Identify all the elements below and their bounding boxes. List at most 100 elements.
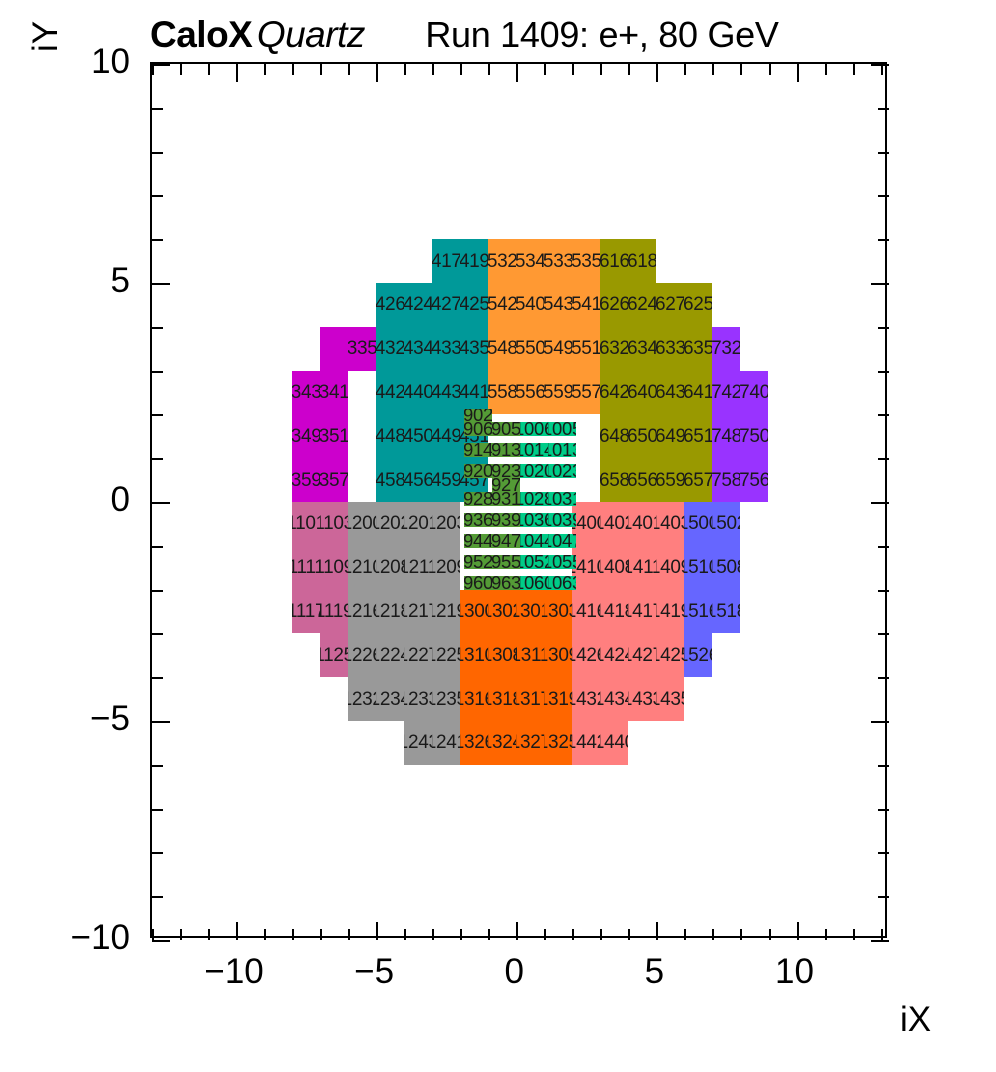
channel-id: 634 [628, 338, 657, 360]
channel-cell: 1309 [544, 633, 573, 678]
axis-tick [152, 929, 154, 940]
axis-tick [432, 64, 435, 75]
channel-id: 556 [516, 381, 545, 403]
title-detector: Quartz [256, 14, 366, 55]
channel-cell: 1211 [404, 545, 433, 590]
axis-tick [878, 458, 889, 461]
channel-cell: 1408 [600, 545, 629, 590]
channel-cell: 432 [376, 326, 405, 371]
channel-cell: 920 [464, 464, 492, 478]
channel-cell: 1005 [548, 422, 576, 436]
channel-id: 960 [464, 576, 492, 590]
axis-tick [600, 929, 603, 940]
channel-cell: 642 [600, 370, 629, 415]
y-tick-label: 5 [110, 261, 130, 300]
channel-id: 1109 [320, 557, 348, 579]
channel-id: 1031 [548, 492, 576, 506]
axis-tick [152, 940, 170, 942]
channel-id: 1023 [548, 464, 576, 478]
channel-id: 944 [464, 534, 492, 548]
channel-id: 1052 [520, 555, 548, 569]
channel-id: 1232 [348, 688, 376, 710]
channel-id: 1417 [628, 600, 656, 622]
channel-id: 1203 [432, 513, 460, 535]
channel-cell: 640 [628, 370, 657, 415]
channel-cell: 1208 [376, 545, 405, 590]
channel-cell: 1226 [348, 633, 377, 678]
channel-cell: 1409 [656, 545, 685, 590]
channel-cell: 440 [404, 370, 433, 415]
y-tick-label: 0 [110, 480, 130, 519]
channel-id: 448 [376, 425, 405, 447]
channel-id: 1416 [572, 600, 600, 622]
axis-tick [871, 502, 889, 504]
axis-tick [236, 64, 239, 82]
channel-id: 635 [684, 338, 713, 360]
channel-cell: 1023 [548, 464, 576, 478]
channel-id: 1219 [432, 600, 460, 622]
channel-cell [320, 326, 349, 371]
channel-id: 434 [404, 338, 433, 360]
channel-cell: 1502 [712, 502, 741, 546]
axis-tick [572, 64, 575, 75]
channel-cell: 559 [544, 370, 573, 415]
channel-id: 740 [740, 381, 769, 403]
axis-tick [208, 929, 211, 940]
channel-cell: 424 [404, 283, 433, 327]
title-experiment: CaloX [150, 14, 253, 55]
axis-tick [152, 283, 170, 285]
channel-id: 640 [628, 381, 657, 403]
channel-id: 1039 [548, 513, 576, 527]
channel-cell: 1243 [404, 721, 433, 765]
channel-cell: 626 [600, 283, 629, 327]
axis-tick [880, 929, 883, 940]
channel-cell: 748 [712, 414, 741, 459]
channel-id: 351 [320, 425, 349, 447]
channel-cell: 1425 [656, 633, 685, 678]
channel-id: 616 [600, 250, 629, 272]
channel-cell: 1411 [628, 545, 657, 590]
channel-cell: 952 [464, 555, 492, 569]
channel-cell: 558 [488, 370, 517, 415]
channel-id: 359 [292, 469, 321, 491]
axis-tick [544, 64, 547, 75]
channel-id: 905 [492, 422, 520, 436]
channel-id: 1318 [488, 688, 516, 710]
channel-id: 659 [656, 469, 685, 491]
channel-cell: 541 [572, 283, 601, 327]
channel-cell: 1028 [520, 492, 548, 506]
channel-cell: 434 [404, 326, 433, 371]
channel-cell: 459 [432, 458, 461, 502]
channel-cell: 1234 [376, 677, 405, 721]
channel-id: 902 [464, 409, 492, 422]
channel-id: 1432 [572, 688, 600, 710]
channel-cell: 1203 [432, 502, 461, 546]
channel-cell: 534 [516, 239, 545, 283]
axis-tick [878, 370, 889, 373]
axis-tick [152, 852, 163, 855]
channel-cell: 335 [348, 326, 377, 371]
axis-tick [824, 929, 827, 940]
axis-tick [152, 195, 163, 198]
channel-cell: 658 [600, 458, 629, 502]
channel-id: 1319 [544, 688, 572, 710]
y-tick-label: −5 [90, 699, 130, 738]
channel-cell: 426 [376, 283, 405, 327]
channel-id: 443 [432, 381, 461, 403]
channel-id: 1510 [684, 557, 712, 579]
channel-cell: 913 [492, 443, 520, 457]
axis-tick [432, 929, 435, 940]
axis-tick [878, 589, 889, 592]
channel-cell: 648 [600, 414, 629, 459]
axis-tick [600, 64, 603, 75]
channel-id: 1125 [320, 644, 348, 666]
channel-id: 425 [460, 294, 489, 316]
channel-cell: 1518 [712, 589, 741, 634]
channel-id: 627 [656, 294, 685, 316]
channel-cell: 632 [600, 326, 629, 371]
channel-cell: 905 [492, 422, 520, 436]
